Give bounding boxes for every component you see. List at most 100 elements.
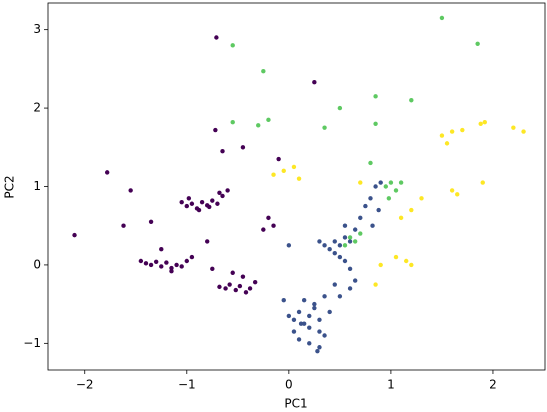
scatter-point [199,199,205,205]
scatter-point [388,180,394,185]
scatter-point [153,259,159,264]
scatter-point [164,260,169,265]
scatter-point [409,262,414,268]
scatter-point [449,188,455,193]
scatter-point [291,329,297,334]
scatter-point [352,239,358,244]
scatter-point [169,268,174,274]
scatter-point [373,94,378,99]
scatter-point [225,188,230,193]
scatter-point [159,264,164,269]
scatter-point [174,262,179,268]
scatter-point [247,286,253,291]
scatter-point [266,117,271,123]
x-tick-label: 0 [285,378,293,392]
scatter-point [419,196,424,201]
scatter-point [227,282,232,287]
scatter-point [347,239,353,244]
y-tick-label: 2 [33,101,41,115]
scatter-point [352,227,358,232]
scatter-point [358,231,363,236]
scatter-point [322,125,327,130]
scatter-point [230,43,235,48]
scatter-point [322,294,327,299]
scatter-point [256,123,261,128]
scatter-point [179,264,184,269]
scatter-point [296,337,302,342]
scatter-point [404,258,409,264]
scatter-point [307,325,312,330]
scatter-point [286,243,292,248]
scatter-point [317,345,322,350]
scatter-point [312,80,317,85]
scatter-point [213,127,218,133]
scatter-point [143,261,149,266]
scatter-point [455,192,460,197]
x-tick-label: 1 [387,378,395,392]
scatter-point [409,207,414,213]
scatter-point [121,223,126,228]
scatter-point [138,258,144,264]
x-tick-label: 2 [489,378,497,392]
y-axis-label: PC2 [3,175,17,198]
scatter-point [184,258,189,264]
scatter-point [205,239,210,244]
scatter-point [332,239,337,244]
scatter-point [373,121,378,126]
scatter-point [475,41,480,46]
scatter-point [301,298,307,303]
scatter-point [276,156,281,162]
scatter-point [376,207,381,213]
scatter-point [378,180,383,185]
scatter-point [337,294,343,299]
scatter-point [312,301,317,307]
scatter-point [215,201,220,206]
scatter-point [444,141,450,146]
scatter-point [230,270,235,275]
scatter-point [368,196,373,201]
y-tick-label: −1 [23,336,41,350]
scatter-point [252,279,258,285]
scatter-point [347,235,353,240]
scatter-point [322,333,327,338]
y-tick-label: 0 [33,257,41,271]
scatter-point [207,204,212,210]
scatter-point [220,193,225,199]
scatter-point [148,219,154,224]
scatter-point [271,172,276,177]
scatter-point [148,262,154,268]
scatter-point [286,313,292,319]
scatter-point [511,125,516,130]
scatter-point [358,215,363,221]
scatter-point [240,145,246,150]
scatter-point [322,243,327,248]
scatter-point [214,35,219,40]
scatter-point [159,247,164,252]
scatter-point [482,119,487,125]
scatter-point [184,203,189,209]
scatter-point [460,127,465,133]
scatter-point [393,188,399,193]
scatter-point [378,262,383,268]
scatter-point [223,286,228,291]
scatter-point [317,239,322,244]
scatter-point [373,184,378,189]
scatter-point [128,188,133,193]
scatter-point [291,317,297,323]
scatter-point [368,160,373,166]
scatter-point [169,265,174,271]
scatter-point [243,290,249,295]
scatter-point [233,287,238,293]
scatter-point [298,321,304,326]
scatter-point [281,298,286,303]
scatter-point [312,305,317,311]
scatter-point [327,309,332,315]
scatter-point [230,119,235,125]
scatter-point [261,69,266,74]
scatter-point [337,105,343,111]
scatter-point [307,313,312,319]
scatter-point [179,199,184,205]
scatter-point [342,258,348,264]
